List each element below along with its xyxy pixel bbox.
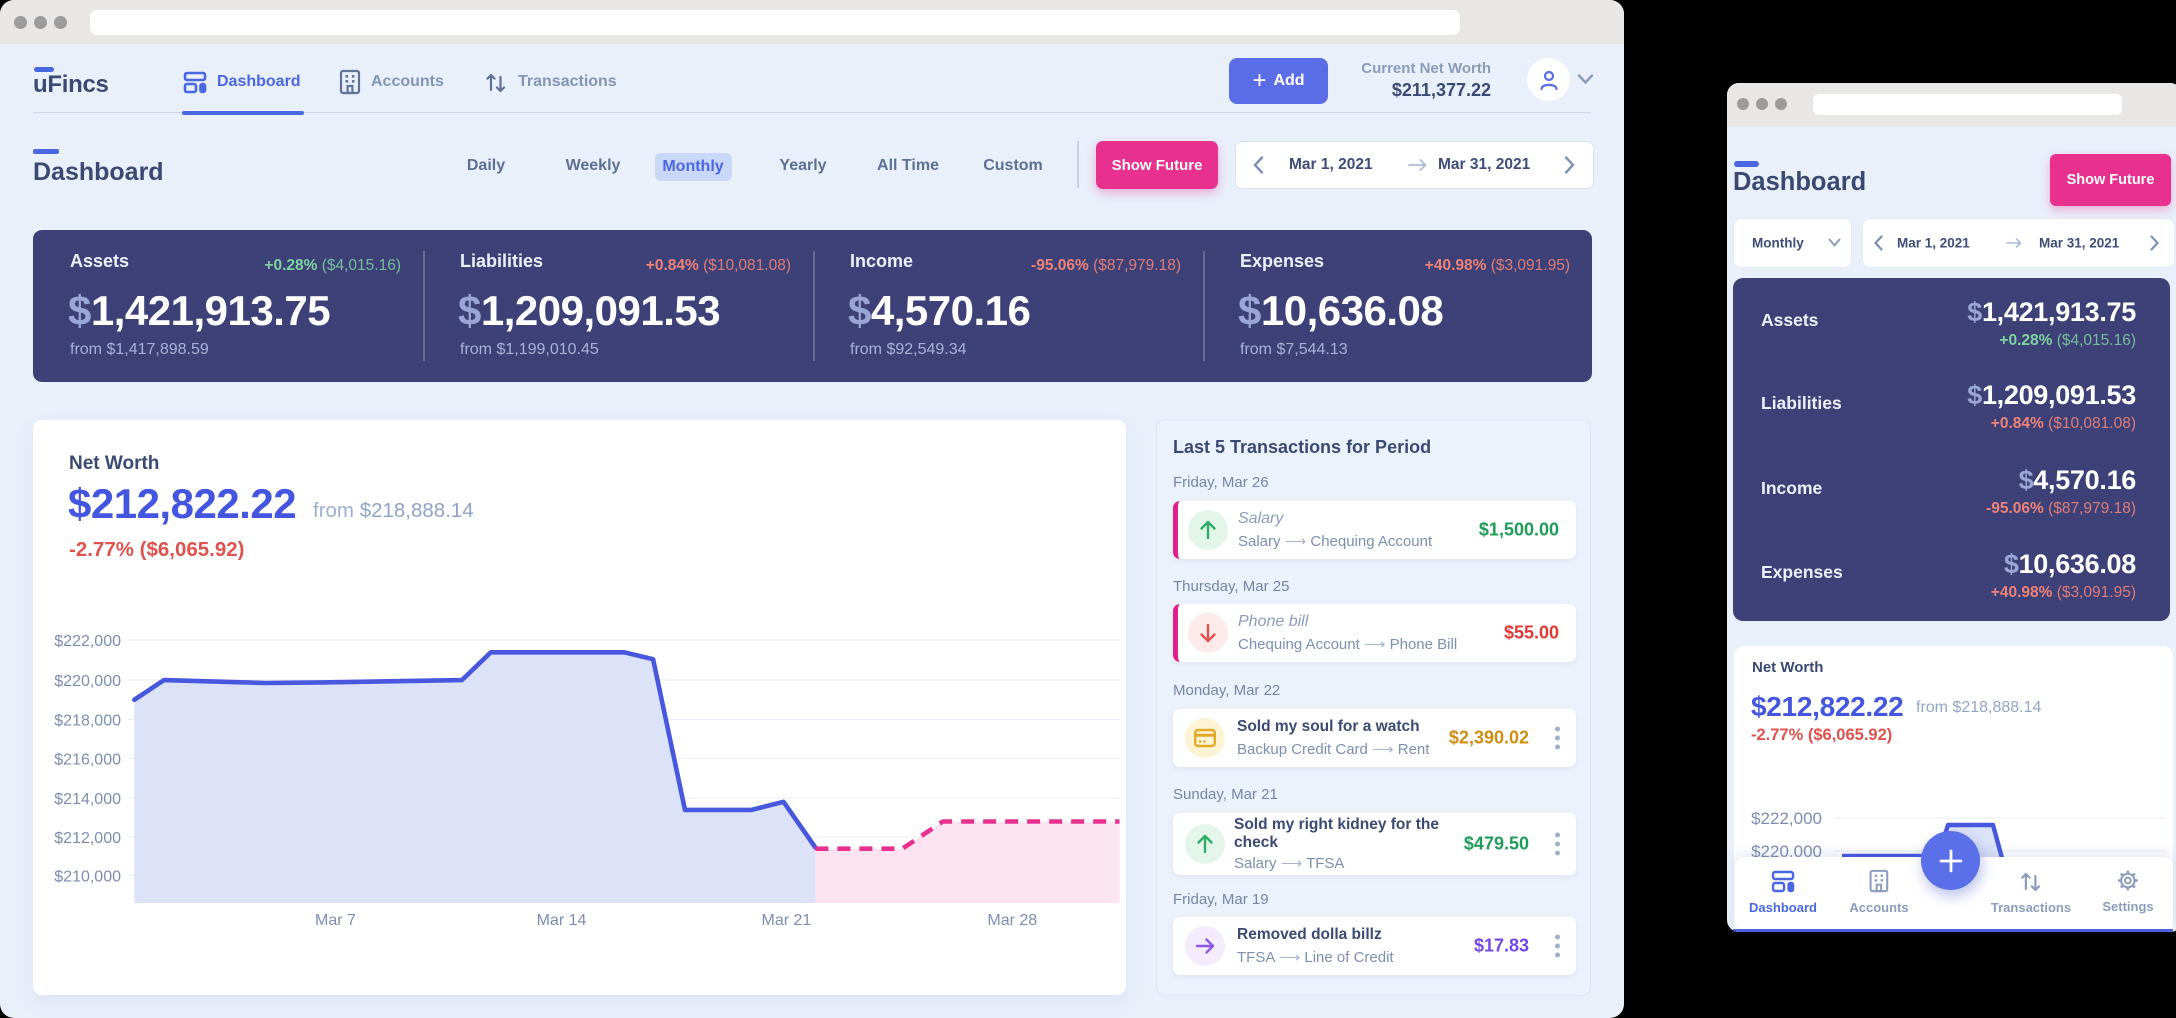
svg-text:$214,000: $214,000 [54, 791, 121, 808]
svg-text:$222,000: $222,000 [54, 633, 121, 650]
svg-text:$220,000: $220,000 [1751, 842, 1822, 861]
svg-text:$218,000: $218,000 [54, 713, 121, 730]
svg-text:Mar 21: Mar 21 [762, 912, 812, 929]
svg-text:$210,000: $210,000 [54, 869, 121, 886]
svg-text:$212,000: $212,000 [54, 830, 121, 847]
svg-text:Mar 28: Mar 28 [987, 912, 1037, 929]
svg-text:Mar 14: Mar 14 [537, 912, 587, 929]
svg-text:$220,000: $220,000 [54, 673, 121, 690]
svg-text:$222,000: $222,000 [1751, 809, 1822, 828]
svg-text:Mar 7: Mar 7 [315, 912, 356, 929]
svg-text:$216,000: $216,000 [54, 752, 121, 769]
